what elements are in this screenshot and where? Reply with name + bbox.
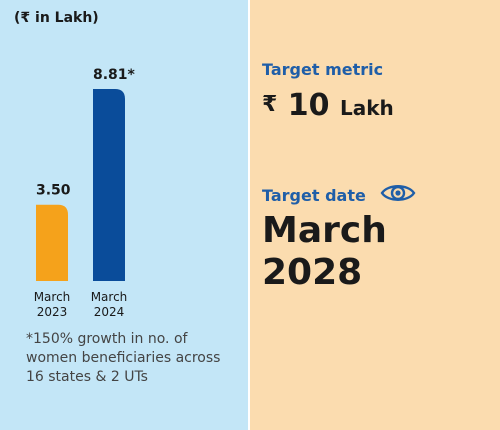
- tick-label-2023-line1: March: [34, 290, 71, 304]
- target-metric-label: Target metric: [262, 60, 384, 79]
- bar-2024: [93, 89, 125, 281]
- unit-label: (₹ in Lakh): [14, 10, 99, 26]
- tick-label-2024-line2: 2024: [94, 305, 125, 319]
- target-metric-unit: Lakh: [339, 96, 394, 120]
- panel-divider: [248, 0, 250, 430]
- tick-label-2024-line1: March: [91, 290, 128, 304]
- target-date-year: 2028: [262, 252, 363, 293]
- target-date-month: March: [262, 210, 387, 251]
- data-label-2024: 8.81*: [93, 67, 136, 83]
- bar-2023: [36, 204, 68, 281]
- target-metric-value: ₹ 10 Lakh: [262, 88, 394, 123]
- target-date-value: March 2028: [262, 210, 462, 294]
- target-date-label: Target date: [262, 185, 366, 205]
- target-metric-number: 10: [287, 88, 330, 123]
- eye-icon: [380, 182, 416, 208]
- data-label-2023: 3.50: [36, 183, 71, 199]
- target-date-heading: Target date: [262, 182, 416, 208]
- target-panel: [250, 0, 500, 430]
- tick-label-2023-line2: 2023: [37, 305, 68, 319]
- currency-symbol: ₹: [262, 92, 278, 117]
- footnote: *150% growth in no. of women beneficiari…: [26, 331, 221, 385]
